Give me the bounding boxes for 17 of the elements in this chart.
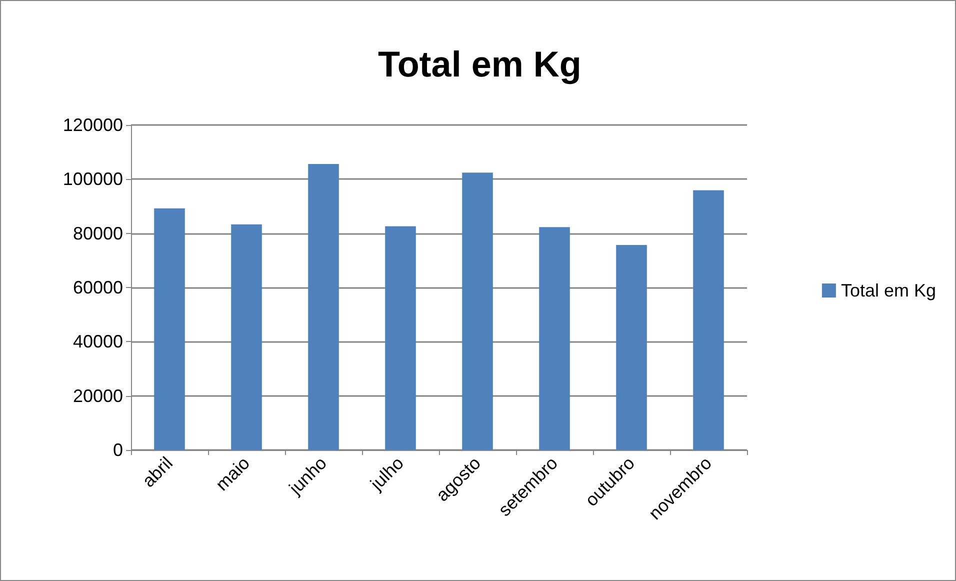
y-tick-label: 100000 <box>62 169 123 190</box>
bar <box>462 172 493 450</box>
y-tick-label: 0 <box>112 440 123 460</box>
bar <box>539 227 570 450</box>
bar <box>693 190 724 450</box>
bar <box>231 224 262 450</box>
bar <box>385 226 416 450</box>
bar <box>616 244 647 450</box>
y-tick-label: 80000 <box>72 223 123 244</box>
y-tick-label: 20000 <box>72 386 123 406</box>
y-tick-label: 60000 <box>72 278 123 298</box>
y-tick-label: 120000 <box>62 115 123 135</box>
bar <box>308 164 339 450</box>
y-tick-label: 40000 <box>72 332 123 352</box>
legend-label: Total em Kg <box>840 280 936 300</box>
bar <box>154 208 185 450</box>
chart-title: Total em Kg <box>378 44 582 84</box>
